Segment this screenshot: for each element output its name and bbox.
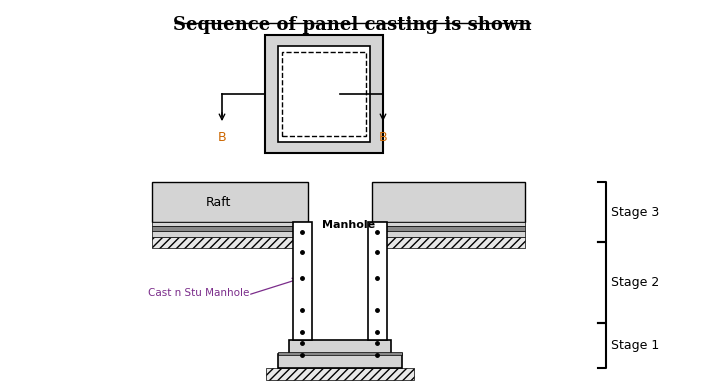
Bar	[152, 237, 308, 248]
Text: Sequence of panel casting is shown: Sequence of panel casting is shown	[173, 16, 531, 34]
Bar	[368, 222, 387, 340]
Bar	[278, 354, 402, 368]
Bar	[372, 222, 525, 226]
Bar	[372, 231, 525, 237]
Text: B: B	[218, 131, 226, 144]
Text: Raft: Raft	[205, 196, 231, 209]
Bar	[282, 52, 366, 136]
Bar	[372, 182, 525, 222]
Text: Stage 1: Stage 1	[611, 339, 659, 352]
Bar	[289, 340, 391, 354]
Bar	[293, 222, 312, 340]
Bar	[372, 237, 525, 248]
Text: Stage 2: Stage 2	[611, 276, 659, 289]
Bar	[152, 226, 308, 231]
Text: Cast n Stu Manhole: Cast n Stu Manhole	[148, 288, 250, 298]
Bar	[372, 226, 525, 231]
Text: Stage 3: Stage 3	[611, 205, 659, 218]
Bar	[278, 352, 402, 355]
Bar	[278, 46, 370, 142]
Bar	[152, 231, 308, 237]
Bar	[152, 182, 308, 222]
Text: Manhole: Manhole	[322, 220, 375, 230]
Bar	[152, 222, 308, 226]
Bar	[265, 35, 383, 153]
Text: B: B	[379, 131, 387, 144]
Bar	[266, 368, 414, 380]
